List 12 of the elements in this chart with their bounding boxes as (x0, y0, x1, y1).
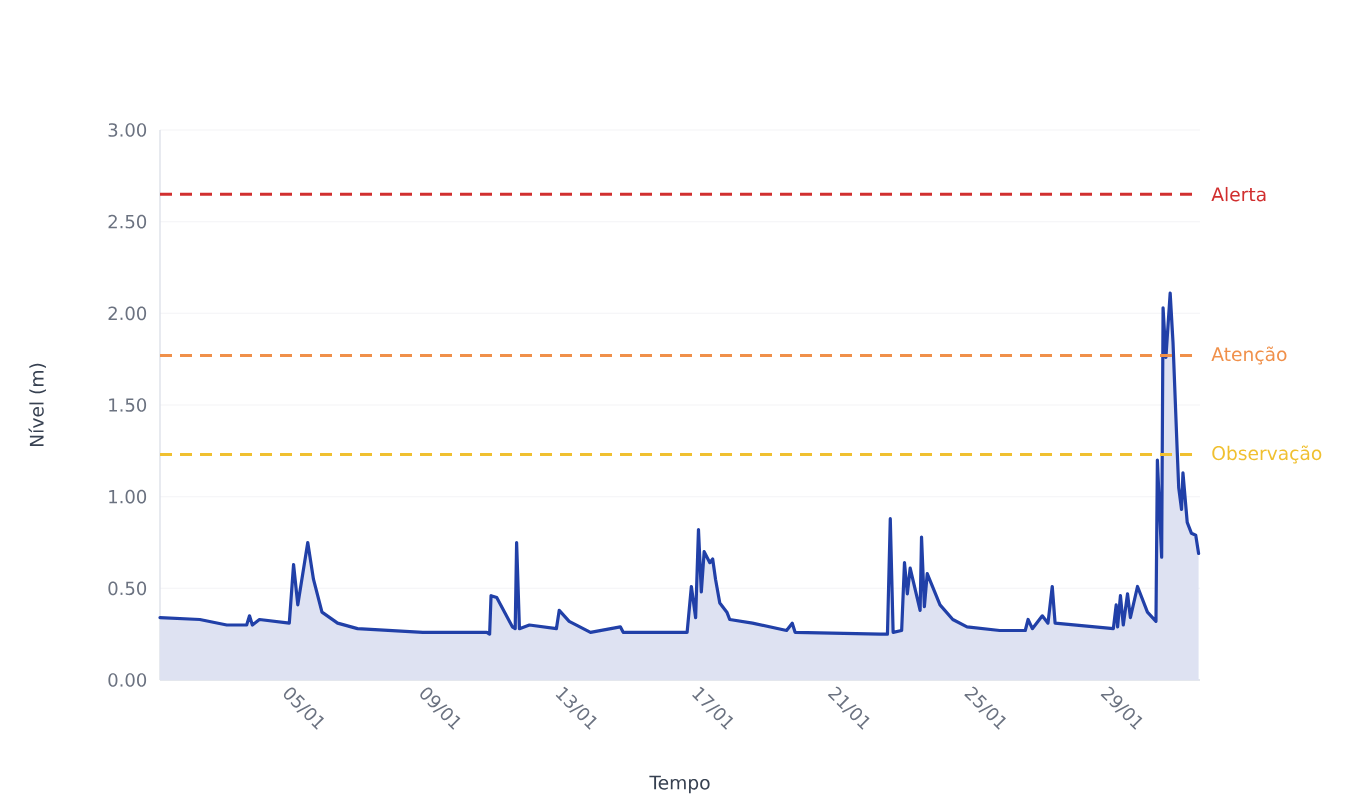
x-axis-title: Tempo (649, 775, 710, 794)
ref-line-label: Atenção (1211, 346, 1287, 365)
y-tick-label: 0.50 (108, 581, 147, 596)
ref-line-label: Alerta (1211, 186, 1266, 202)
y-tick-label: 2.00 (108, 306, 147, 321)
y-tick-label: 1.50 (109, 398, 147, 412)
ref-line-label: Observação (1212, 445, 1322, 464)
y-tick-label: 2.50 (108, 214, 147, 229)
y-axis-title: Nível (m) (28, 363, 46, 446)
y-tick-label: 0.00 (108, 673, 147, 687)
y-tick-label: 1.00 (109, 489, 147, 504)
y-tick-label: 3.00 (108, 123, 147, 137)
